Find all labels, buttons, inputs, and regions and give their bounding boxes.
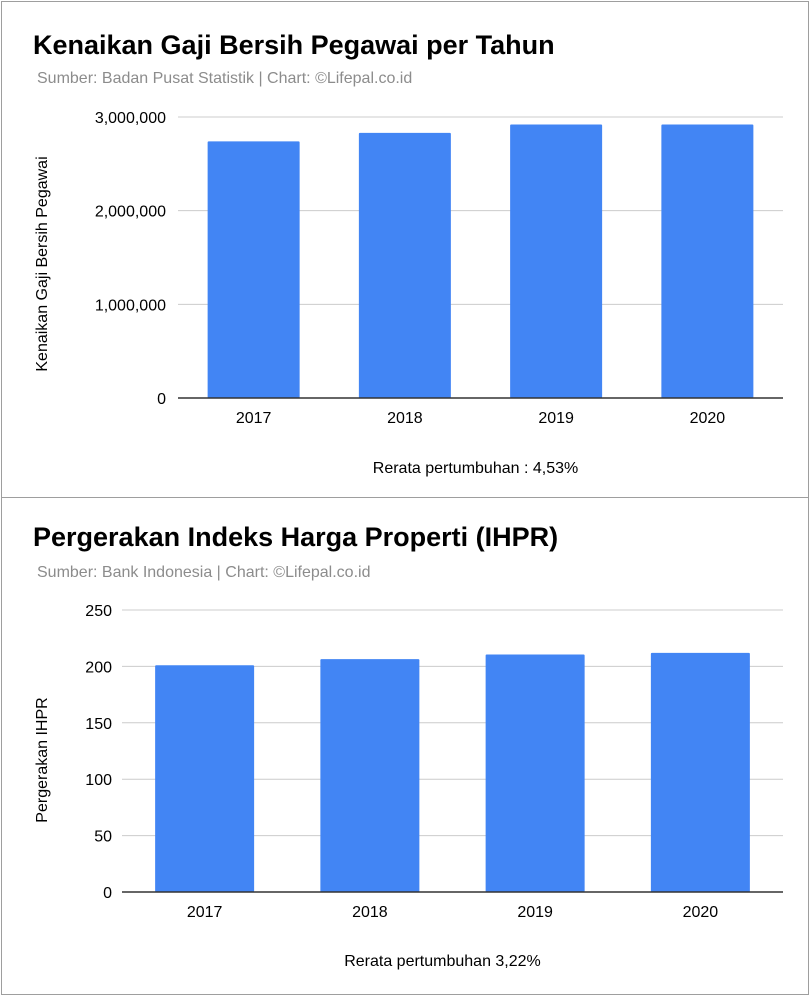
bar-2020 [650, 652, 750, 892]
y-tick-label: 250 [85, 603, 112, 620]
ihpr-bar-chart: 0 50 100 150 200 250 2017 2018 2019 2020 Pergeraka… [34, 603, 783, 970]
x-tick-label: 2018 [387, 410, 423, 427]
chart-panel-salary: Kenaikan Gaji Bersih Pegawai per Tahun S… [1, 1, 809, 498]
y-tick-label: 0 [157, 391, 166, 408]
x-tick-label: 2019 [517, 904, 553, 921]
x-tick-label: 2020 [683, 904, 719, 921]
bar-2018 [358, 132, 451, 398]
y-tick-label: 1,000,000 [95, 297, 166, 314]
chart-title: Kenaikan Gaji Bersih Pegawai per Tahun [33, 30, 555, 60]
y-tick-label: 0 [103, 885, 112, 902]
x-tick-label: 2020 [690, 410, 726, 427]
x-tick-label: 2019 [538, 410, 574, 427]
salary-bar-chart: 0 1,000,000 2,000,000 3,000,000 2017 2018 2019… [34, 110, 783, 477]
bar-2017 [207, 141, 300, 398]
y-tick-label: 2,000,000 [95, 204, 166, 221]
growth-footnote: Rerata pertumbuhan : 4,53% [373, 460, 578, 477]
x-tick-label: 2017 [187, 904, 223, 921]
chart-panel-ihpr: Pergerakan Indeks Harga Properti (IHPR) … [1, 497, 809, 995]
bar-2018 [320, 659, 420, 892]
y-axis-label: Kenaikan Gaji Bersih Pegawai [34, 156, 51, 371]
y-tick-label: 3,000,000 [95, 110, 166, 127]
y-tick-label: 150 [85, 716, 112, 733]
x-tick-label: 2018 [352, 904, 388, 921]
bar-2020 [661, 124, 754, 398]
growth-footnote: Rerata pertumbuhan 3,22% [344, 953, 541, 970]
y-axis-label: Pergerakan IHPR [34, 697, 51, 822]
y-tick-label: 100 [85, 772, 112, 789]
bar-2017 [155, 665, 255, 892]
y-tick-label: 50 [94, 829, 112, 846]
bar-2019 [510, 124, 603, 398]
chart-subtitle: Sumber: Bank Indonesia | Chart: ©Lifepal… [37, 564, 371, 581]
y-tick-label: 200 [85, 659, 112, 676]
chart-title: Pergerakan Indeks Harga Properti (IHPR) [33, 522, 559, 552]
bar-2019 [485, 654, 585, 892]
x-tick-label: 2017 [236, 410, 272, 427]
chart-subtitle: Sumber: Badan Pusat Statistik | Chart: ©… [37, 70, 413, 87]
